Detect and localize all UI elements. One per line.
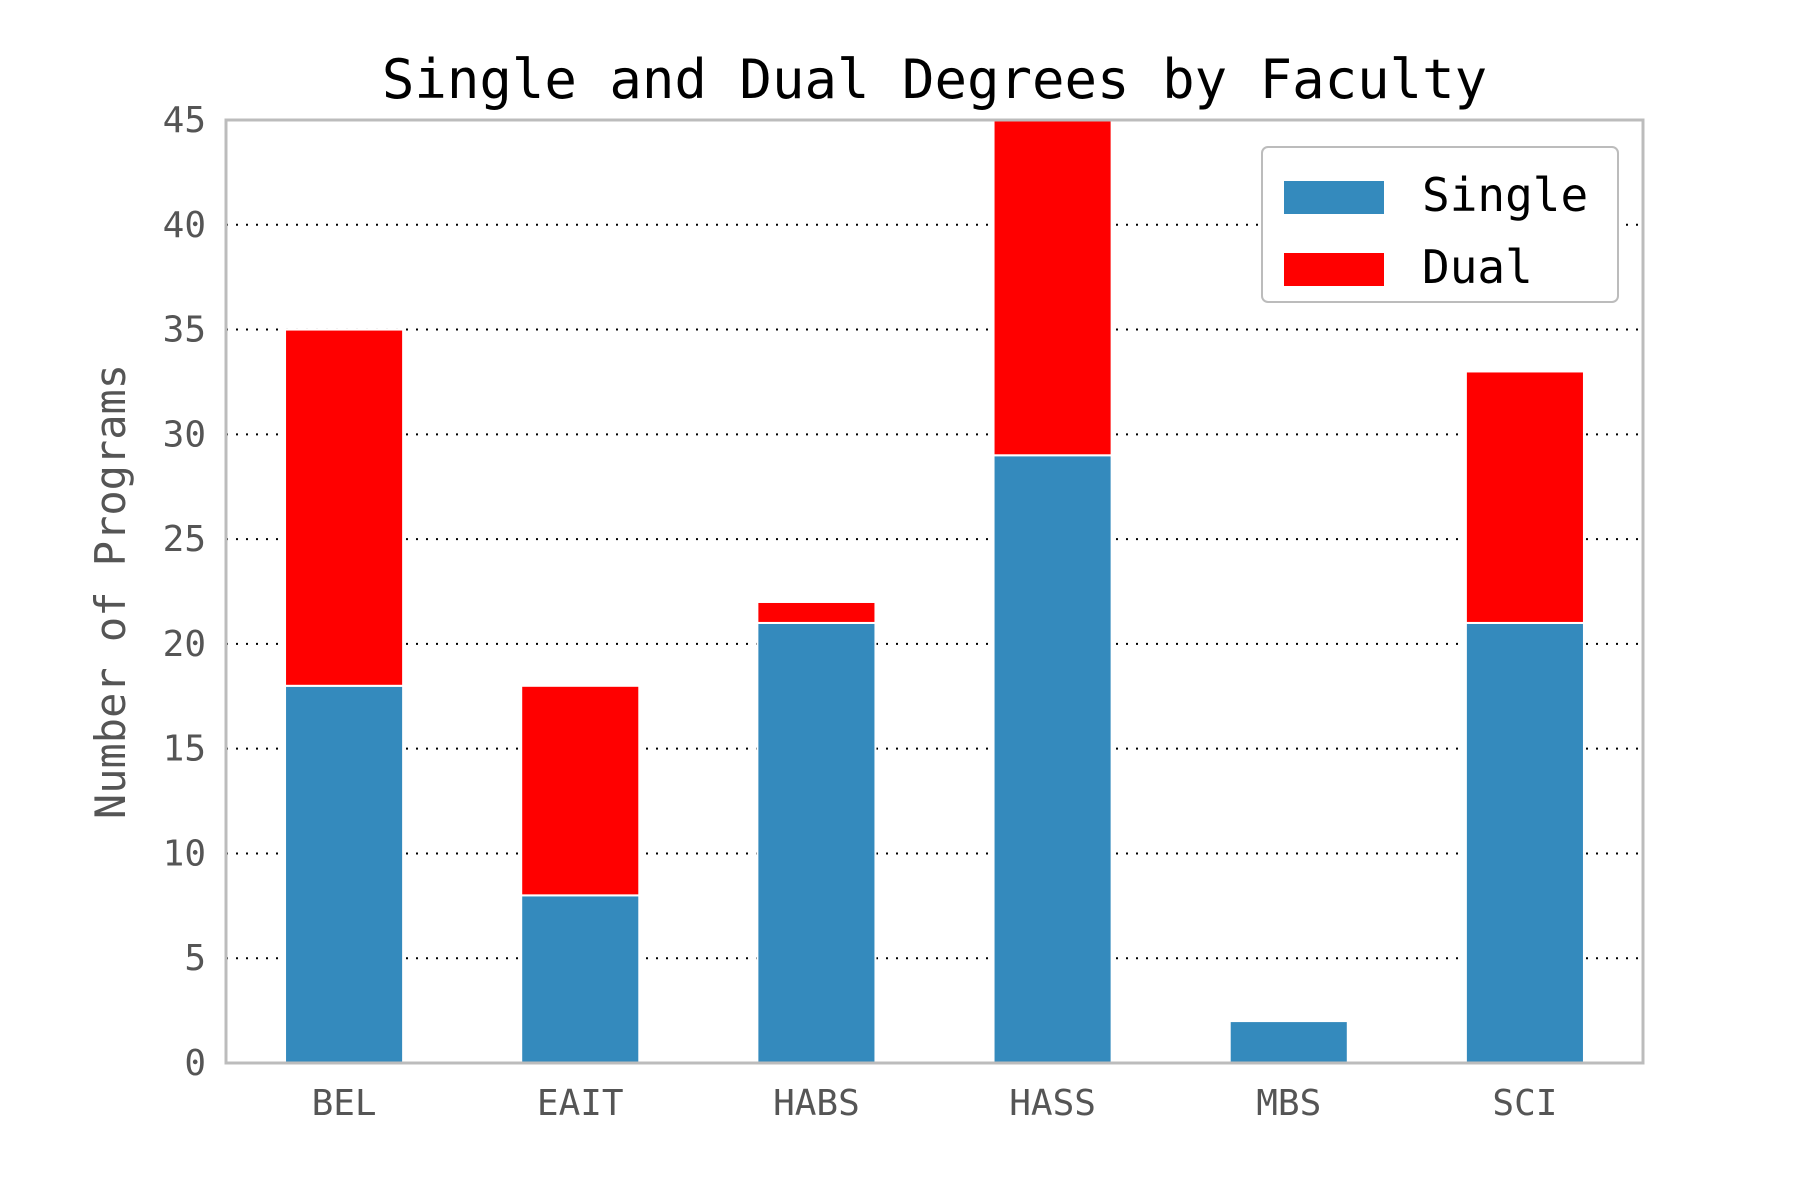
chart-title: Single and Dual Degrees by Faculty: [382, 48, 1487, 111]
y-tick-label: 45: [163, 100, 206, 141]
bar-dual-habs: [756, 600, 877, 624]
y-tick-label: 30: [163, 414, 206, 455]
y-axis-ticks: 0 5 10 15 20 25 30 35 40 45: [163, 100, 206, 1084]
bar-single-eait: [520, 894, 641, 1064]
legend-label-dual: Dual: [1422, 240, 1533, 294]
plot-frame: [224, 118, 1645, 1065]
bars: [284, 119, 1585, 1065]
y-tick-label: 0: [184, 1043, 206, 1084]
x-tick-label: EAIT: [537, 1083, 624, 1124]
bar-single-mbs: [1228, 1020, 1349, 1064]
x-tick-label: BEL: [312, 1083, 377, 1124]
bar-single-hass: [992, 454, 1113, 1064]
y-tick-label: 35: [163, 310, 206, 351]
bar-dual-sci: [1464, 370, 1585, 624]
x-axis-ticks: BEL EAIT HABS HASS MBS SCI: [312, 1083, 1558, 1124]
bar-single-habs: [756, 621, 877, 1065]
legend: Single Dual: [1261, 146, 1619, 303]
bar-single-sci: [1464, 621, 1585, 1065]
bar-dual-bel: [284, 328, 405, 687]
grid-lines: [226, 223, 1643, 960]
x-tick-label: HABS: [773, 1083, 860, 1124]
bar-dual-hass: [992, 119, 1113, 457]
x-tick-label: MBS: [1256, 1083, 1321, 1124]
legend-swatch-single: [1284, 181, 1384, 214]
legend-label-single: Single: [1422, 168, 1588, 222]
bar-dual-eait: [520, 684, 641, 897]
y-tick-label: 10: [163, 833, 206, 874]
x-tick-label: HASS: [1009, 1083, 1096, 1124]
legend-swatch-dual: [1284, 253, 1384, 286]
y-tick-label: 5: [184, 938, 206, 979]
y-tick-label: 25: [163, 519, 206, 560]
y-tick-label: 15: [163, 729, 206, 770]
x-tick-label: SCI: [1492, 1083, 1557, 1124]
bar-single-bel: [284, 684, 405, 1064]
y-tick-label: 40: [163, 205, 206, 246]
y-tick-label: 20: [163, 624, 206, 665]
y-axis-label: Number of Programs: [86, 364, 135, 819]
